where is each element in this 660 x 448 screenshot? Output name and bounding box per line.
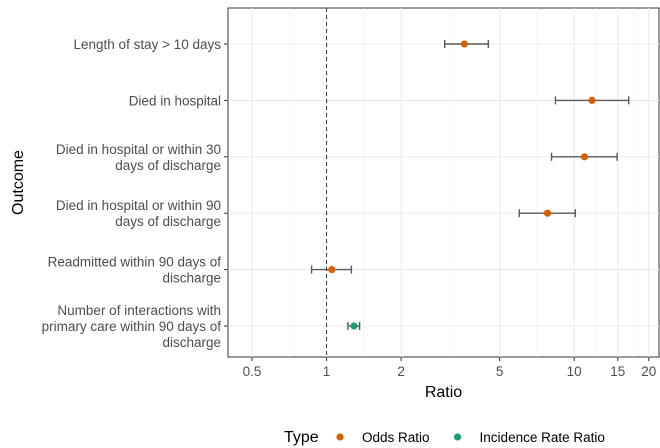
- estimate-point: [328, 266, 336, 274]
- y-tick-label: discharge: [162, 335, 221, 350]
- forest-row-5: [310, 265, 353, 274]
- x-tick-label: 20: [641, 364, 656, 379]
- x-tick-label: 5: [496, 364, 504, 379]
- estimate-point: [350, 322, 358, 330]
- estimate-point: [588, 96, 596, 104]
- forest-row-6: [347, 322, 361, 330]
- major-gridlines: [228, 8, 659, 357]
- x-tick-label: 10: [567, 364, 582, 379]
- x-tick-label: 2: [397, 364, 405, 379]
- legend-key: [453, 433, 462, 441]
- y-tick-label: Number of interactions with: [57, 303, 221, 318]
- y-axis-title: Outcome: [10, 150, 27, 215]
- x-tick-label: 15: [610, 364, 625, 379]
- x-tick-label: 1: [323, 364, 331, 379]
- estimate-point: [580, 153, 589, 161]
- estimate-marks: [310, 40, 630, 330]
- plot-panel: [227, 7, 660, 358]
- y-tick-label: Died in hospital: [129, 93, 221, 108]
- legend-label: Odds Ratio: [362, 430, 430, 445]
- forest-row-3: [550, 152, 618, 161]
- x-tick-label: 0.5: [243, 364, 262, 379]
- x-axis-title: Ratio: [425, 384, 462, 401]
- estimate-point: [543, 209, 552, 217]
- y-tick-label: days of discharge: [115, 158, 221, 173]
- legend-label: Incidence Rate Ratio: [480, 430, 605, 445]
- y-axis-labels: Length of stay > 10 days Died in hospital…: [42, 37, 228, 350]
- estimate-point: [460, 40, 468, 48]
- y-tick-label: Length of stay > 10 days: [74, 37, 222, 52]
- forest-row-2: [554, 96, 630, 105]
- legend: Type Odds Ratio Incidence Rate Ratio: [284, 429, 605, 446]
- y-tick-label: Readmitted within 90 days of: [48, 255, 222, 270]
- y-tick-label: discharge: [162, 271, 221, 286]
- y-tick-label: Died in hospital or within 90: [56, 198, 221, 213]
- legend-key: [336, 433, 344, 441]
- forest-row-1: [444, 40, 490, 48]
- y-tick-label: days of discharge: [115, 214, 221, 229]
- y-tick-label: primary care within 90 days of: [42, 319, 222, 334]
- legend-title: Type: [284, 429, 319, 446]
- forest-row-4: [518, 209, 576, 218]
- x-axis-ticks: 0.5 1 2 5 10 15 20: [243, 357, 656, 379]
- y-tick-label: Died in hospital or within 30: [56, 142, 221, 157]
- minor-gridlines: [288, 8, 634, 357]
